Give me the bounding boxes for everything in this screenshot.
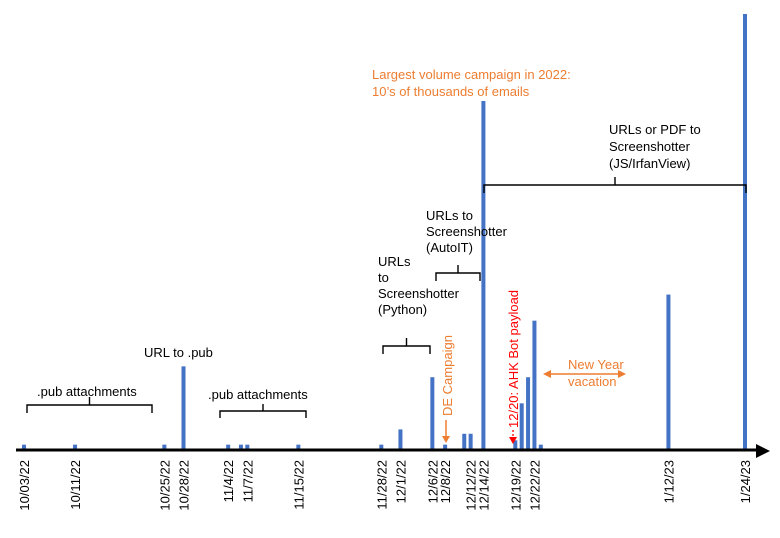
- annotation-largest-campaign-line-1: Largest volume campaign in 2022:: [372, 67, 571, 82]
- tick-label-10-03-22: 10/03/22: [17, 460, 32, 511]
- bar-10-03-22: [22, 444, 26, 449]
- annotation-python-line-4: (Python): [378, 302, 427, 317]
- bar-12-1-22: [398, 429, 403, 449]
- bar-12-19-22: [513, 440, 518, 449]
- bar-12-11-22: [462, 433, 467, 449]
- arrow-ahk-head: [509, 437, 517, 444]
- annotation-ahk-payload: 12/20: AHK Bot payload: [506, 290, 521, 428]
- tick-label-10-11-22: 10/11/22: [68, 460, 83, 510]
- bar-1-24-23: [743, 14, 747, 449]
- annotation-python-line-3: Screenshotter: [378, 286, 460, 301]
- bar-12-8-22: [443, 444, 448, 449]
- brace-python: [382, 338, 431, 354]
- brace-js-irfanview: [483, 177, 747, 193]
- brace-pub-attachments-1: [26, 397, 153, 413]
- bar-12-22-22: [532, 320, 537, 449]
- annotation-autoit-line-3: (AutoIT): [426, 240, 473, 255]
- brace-pub-attachments-2: [219, 404, 307, 418]
- bar-12-21-22: [526, 377, 531, 449]
- tick-label-1-12-23: 1/12/23: [661, 460, 676, 503]
- annotation-de-campaign: DE Campaign: [440, 335, 455, 416]
- tick-label-12-22-22: 12/22/22: [527, 460, 542, 511]
- arrow-new-year-right-head: [618, 370, 626, 378]
- tick-label-11-28-22: 11/28/22: [374, 460, 389, 510]
- tick-label-11-15-22: 11/15/22: [291, 460, 306, 510]
- tick-label-12-1-22: 12/1/22: [393, 460, 408, 503]
- brace-autoit: [435, 265, 481, 281]
- bar-11-28-22: [379, 444, 384, 449]
- annotation-autoit-line-2: Screenshotter: [426, 224, 508, 239]
- tick-label-10-25-22: 10/25/22: [157, 460, 172, 511]
- bar-12-23-22: [538, 444, 543, 449]
- annotation-largest-campaign-line-2: 10’s of thousands of emails: [372, 84, 530, 99]
- bar-10-28-22: [181, 366, 186, 449]
- x-axis-arrowhead: [756, 444, 770, 458]
- bar-12-14-22: [481, 101, 486, 449]
- tick-label-12-12-22: 12/12/22: [464, 460, 479, 511]
- tick-label-11-4-22: 11/4/22: [221, 460, 236, 502]
- bar-10-25-22: [162, 444, 167, 449]
- annotation-js-irfanview-line-1: URLs or PDF to: [609, 122, 701, 137]
- arrow-de-campaign-head: [442, 436, 450, 443]
- annotation-python-line-1: URLs: [378, 254, 411, 269]
- annotation-js-irfanview-line-3: (JS/IrfanView): [609, 156, 690, 171]
- tick-label-12-6-22: 12/6/22: [425, 460, 440, 503]
- tick-label-10-28-22: 10/28/22: [177, 460, 192, 511]
- bar-11-7-22: [245, 444, 250, 449]
- annotation-js-irfanview-line-2: Screenshotter: [609, 139, 691, 154]
- tick-label-12-19-22: 12/19/22: [508, 460, 523, 511]
- bar-1-12-23: [666, 294, 671, 449]
- bar-10-11-22: [73, 444, 78, 449]
- bar-11-15-22: [296, 444, 301, 449]
- annotation-autoit-line-1: URLs to: [426, 208, 473, 223]
- bar-12-6-22: [430, 377, 435, 449]
- annotation-pub-attachments-1: .pub attachments: [37, 384, 137, 399]
- tick-label-11-7-22: 11/7/22: [240, 460, 255, 502]
- tick-label-1-24-23: 1/24/23: [738, 460, 753, 503]
- bar-12-12-22: [468, 433, 473, 449]
- annotation-url-to-pub: URL to .pub: [144, 345, 213, 360]
- bar-11-6-22: [238, 444, 243, 449]
- bar-11-4-22: [226, 444, 231, 449]
- annotation-new-year-line-1: New Year: [568, 357, 624, 372]
- annotation-new-year-line-2: vacation: [568, 374, 616, 389]
- arrow-new-year-left-head: [543, 370, 551, 378]
- annotation-pub-attachments-2: .pub attachments: [208, 387, 308, 402]
- tick-label-12-14-22: 12/14/22: [476, 460, 491, 511]
- tick-label-12-8-22: 12/8/22: [438, 460, 453, 503]
- bar-12-20-22: [519, 403, 524, 449]
- annotation-python-line-2: to: [378, 270, 389, 285]
